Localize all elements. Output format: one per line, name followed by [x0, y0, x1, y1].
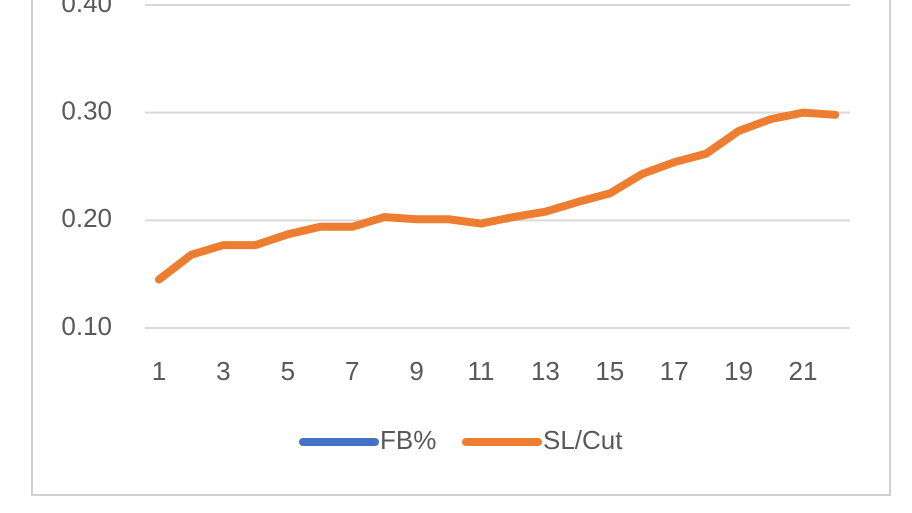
x-tick-label: 9 — [409, 356, 423, 386]
data-line — [155, 108, 840, 284]
y-tick-label: 0.20 — [61, 203, 112, 233]
x-tick-label: 7 — [345, 356, 359, 386]
x-tick-label: 11 — [468, 356, 495, 386]
chart-frame — [31, 0, 891, 496]
x-tick-label: 17 — [660, 356, 689, 386]
x-tick-label: 5 — [281, 356, 295, 386]
y-tick-label: 0.40 — [61, 0, 112, 18]
x-tick-label: 15 — [595, 356, 624, 386]
legend-label: FB% — [380, 425, 436, 455]
y-tick-label: 0.30 — [61, 96, 112, 126]
x-tick-label: 13 — [531, 356, 560, 386]
x-tick-label: 3 — [216, 356, 230, 386]
x-tick-label: 1 — [152, 356, 166, 386]
x-tick-label: 19 — [724, 356, 753, 386]
y-tick-label: 0.10 — [61, 311, 112, 341]
x-tick-label: 21 — [789, 356, 818, 386]
legend-label: SL/Cut — [543, 425, 623, 455]
